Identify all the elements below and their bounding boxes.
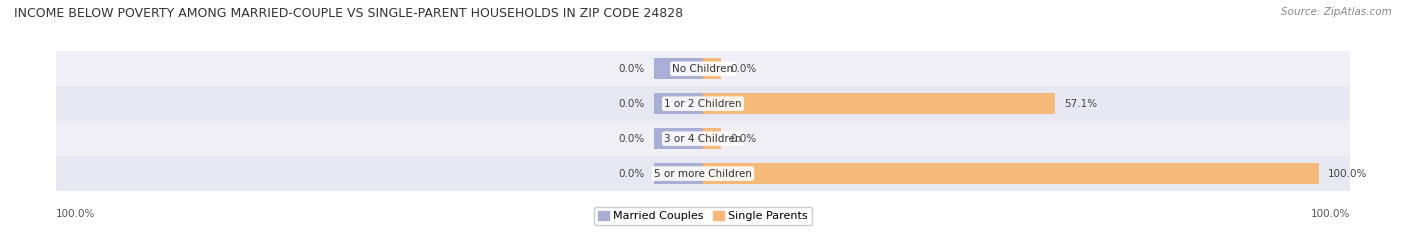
Text: No Children: No Children [672, 64, 734, 74]
Legend: Married Couples, Single Parents: Married Couples, Single Parents [595, 207, 811, 225]
Text: 1 or 2 Children: 1 or 2 Children [664, 99, 742, 109]
Text: 0.0%: 0.0% [619, 64, 644, 74]
Text: 0.0%: 0.0% [619, 99, 644, 109]
Text: 100.0%: 100.0% [1310, 209, 1350, 219]
Text: 0.0%: 0.0% [731, 64, 756, 74]
Bar [56, 121, 1350, 156]
Bar [56, 86, 1350, 121]
Text: 0.0%: 0.0% [731, 134, 756, 144]
Text: 100.0%: 100.0% [56, 209, 96, 219]
Text: 57.1%: 57.1% [1064, 99, 1097, 109]
Bar [703, 163, 1319, 184]
Text: 0.0%: 0.0% [619, 134, 644, 144]
Bar [654, 58, 703, 79]
Bar [654, 128, 703, 149]
Bar [56, 51, 1350, 86]
Bar [703, 58, 721, 79]
Text: Source: ZipAtlas.com: Source: ZipAtlas.com [1281, 7, 1392, 17]
Bar [56, 156, 1350, 191]
Text: INCOME BELOW POVERTY AMONG MARRIED-COUPLE VS SINGLE-PARENT HOUSEHOLDS IN ZIP COD: INCOME BELOW POVERTY AMONG MARRIED-COUPL… [14, 7, 683, 20]
Text: 5 or more Children: 5 or more Children [654, 169, 752, 178]
Bar [654, 93, 703, 114]
Text: 100.0%: 100.0% [1329, 169, 1368, 178]
Bar [703, 128, 721, 149]
Bar [654, 163, 703, 184]
Text: 3 or 4 Children: 3 or 4 Children [664, 134, 742, 144]
Text: 0.0%: 0.0% [619, 169, 644, 178]
Bar [703, 93, 1054, 114]
